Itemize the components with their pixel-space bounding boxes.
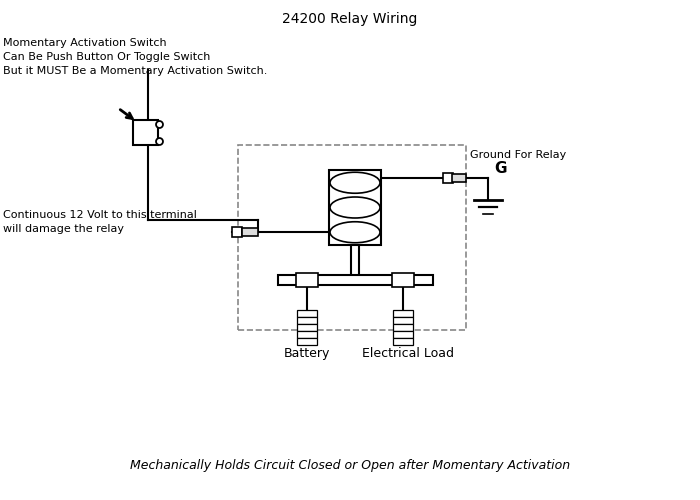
Bar (393, 338, 413, 345)
Bar (452, 174, 466, 182)
Bar (238, 145, 466, 330)
Ellipse shape (330, 172, 380, 193)
Bar (232, 227, 242, 237)
Bar (393, 317, 413, 324)
Bar (329, 170, 381, 245)
Text: Momentary Activation Switch
Can Be Push Button Or Toggle Switch
But it MUST Be a: Momentary Activation Switch Can Be Push … (3, 38, 267, 76)
Bar (278, 275, 433, 285)
Bar (297, 317, 317, 324)
Text: Ground For Relay: Ground For Relay (470, 150, 566, 160)
Ellipse shape (330, 222, 380, 243)
Text: Electrical Load: Electrical Load (362, 347, 454, 360)
Bar (296, 273, 318, 287)
Bar (297, 310, 317, 317)
Bar (443, 173, 453, 183)
Bar (393, 324, 413, 331)
Bar (297, 324, 317, 331)
Text: Mechanically Holds Circuit Closed or Open after Momentary Activation: Mechanically Holds Circuit Closed or Ope… (130, 459, 570, 472)
Text: Continuous 12 Volt to this terminal
will damage the relay: Continuous 12 Volt to this terminal will… (3, 210, 197, 234)
Text: 24200 Relay Wiring: 24200 Relay Wiring (282, 12, 418, 26)
Bar (393, 331, 413, 338)
Text: G: G (494, 161, 507, 176)
Text: Battery: Battery (284, 347, 330, 360)
Bar (133, 120, 158, 145)
Bar (297, 331, 317, 338)
Bar (242, 228, 258, 236)
Bar (392, 273, 414, 287)
Bar (495, 30, 665, 140)
Bar (297, 338, 317, 345)
Ellipse shape (330, 197, 380, 218)
Bar (393, 310, 413, 317)
